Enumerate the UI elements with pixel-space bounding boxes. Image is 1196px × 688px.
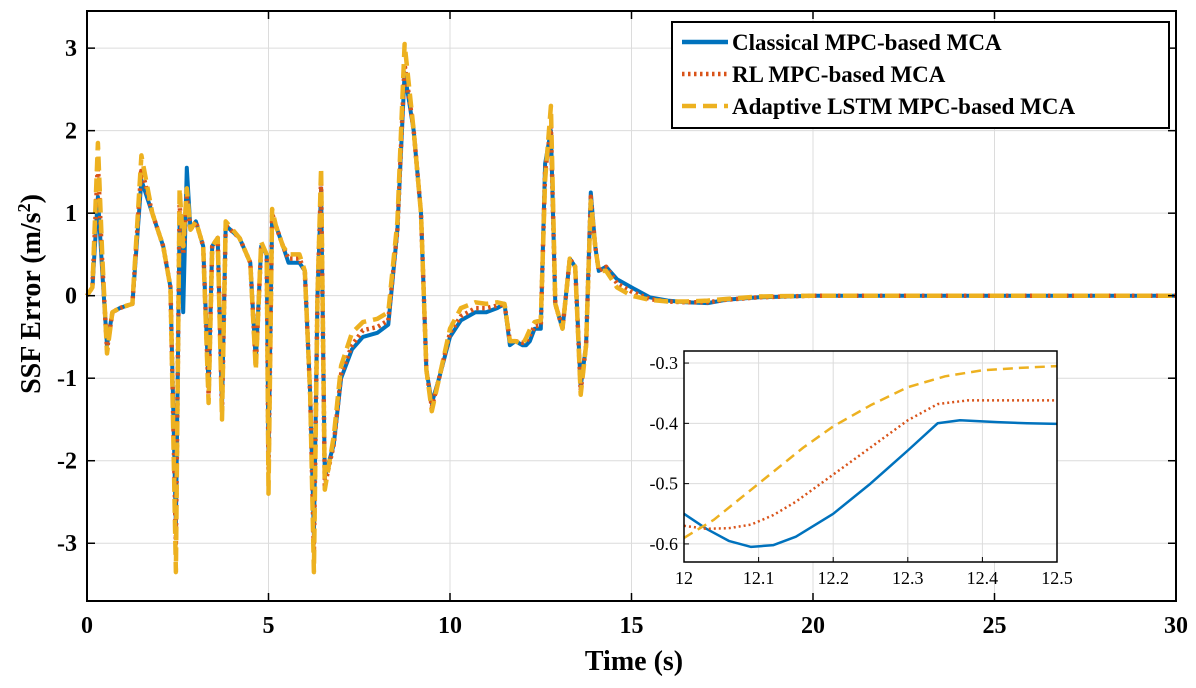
inset-y-tick-label: -0.6 <box>650 534 679 554</box>
inset-y-tick-label: -0.5 <box>650 474 679 494</box>
x-tick-label: 30 <box>1164 613 1188 639</box>
legend: Classical MPC-based MCA RL MPC-based MCA A… <box>671 21 1170 129</box>
legend-item-rl-label: RL MPC-based MCA <box>732 62 946 87</box>
x-tick-label: 15 <box>620 613 644 639</box>
inset-background <box>684 351 1057 562</box>
inset-series <box>683 364 1058 549</box>
x-tick-label: 0 <box>81 613 93 639</box>
x-axis-label: Time (s) <box>585 646 683 677</box>
legend-item-adaptive-label: Adaptive LSTM MPC-based MCA <box>732 94 1075 119</box>
inset-plot-frame <box>683 350 1058 563</box>
x-tick-label: 20 <box>801 613 825 639</box>
y-tick-label: -3 <box>57 531 77 557</box>
y-tick-label: -1 <box>57 366 77 392</box>
inset-classical-mpc-line <box>683 419 1058 549</box>
y-axis-label: SSF Error (m/s2) <box>14 194 47 394</box>
inset-x-tick-label: 12.4 <box>967 568 999 588</box>
y-axis-label-sup: 2 <box>14 203 34 212</box>
inset-rl-mpc-line <box>683 399 1057 531</box>
inset-ticks: 12 12.1 12.2 12.3 12.4 12.5 -0.3 -0.4 -0.5 -0.6 <box>650 353 1073 588</box>
inset-adaptive-lstm-mpc-line <box>683 364 1058 539</box>
inset-x-tick-label: 12.3 <box>892 568 924 588</box>
x-tick-label: 25 <box>983 613 1007 639</box>
y-axis-label-close: ) <box>16 194 47 203</box>
y-tick-label: 1 <box>65 201 77 227</box>
inset-grid <box>683 351 1058 562</box>
adaptive-lstm-mpc-line <box>85 41 1176 575</box>
x-tick-label: 10 <box>438 613 462 639</box>
y-tick-label: 0 <box>65 284 77 310</box>
y-tick-label: 2 <box>65 119 77 145</box>
legend-box <box>671 21 1170 129</box>
inset-x-tick-label: 12 <box>675 568 693 588</box>
inset-y-tick-label: -0.3 <box>650 353 679 373</box>
inset-x-tick-label: 12.2 <box>817 568 849 588</box>
y-tick-label: -2 <box>57 449 77 475</box>
main-series <box>85 41 1176 575</box>
y-tick-label: 3 <box>65 36 77 62</box>
inset-x-tick-label: 12.1 <box>743 568 775 588</box>
y-axis-label-main: SSF Error (m/s <box>16 212 47 394</box>
inset-y-tick-label: -0.4 <box>650 413 679 433</box>
inset-x-tick-label: 12.5 <box>1041 568 1073 588</box>
x-tick-label: 5 <box>263 613 275 639</box>
legend-item-classical-label: Classical MPC-based MCA <box>732 30 1002 55</box>
